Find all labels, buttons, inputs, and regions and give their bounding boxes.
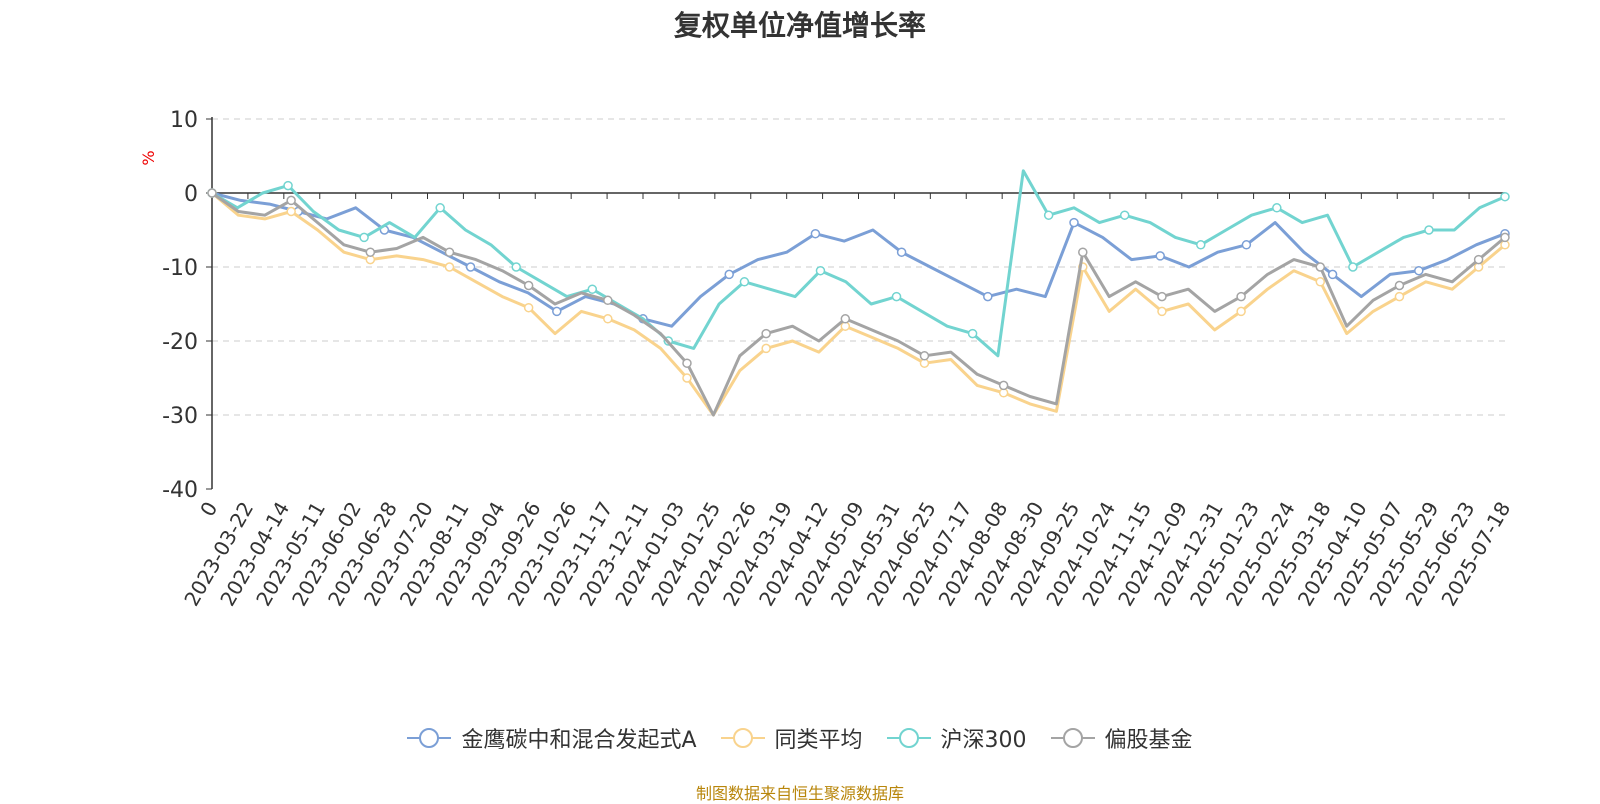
data-point [523, 302, 534, 313]
legend-label: 偏股基金 [1104, 728, 1193, 753]
data-point [365, 247, 376, 257]
data-point [739, 277, 750, 287]
data-point [761, 343, 771, 354]
legend-label: 同类平均 [774, 728, 863, 753]
data-point [1157, 291, 1167, 302]
data-point [1424, 225, 1434, 235]
data-point [761, 328, 771, 339]
chart-legend: 金鹰碳中和混合发起式A 同类平均 沪深300 偏股基金 [0, 722, 1600, 754]
data-point [603, 314, 613, 324]
data-point [840, 314, 851, 324]
data-point [1236, 306, 1246, 317]
series-line-3 [211, 169, 1506, 358]
legend-marker-icon [886, 728, 931, 748]
data-point [891, 291, 902, 302]
data-point [359, 232, 369, 243]
legend-marker-icon [720, 728, 765, 748]
y-tick-label: 0 [184, 182, 198, 207]
data-point [587, 284, 598, 294]
y-tick-label: -10 [162, 256, 198, 281]
data-point [435, 203, 445, 213]
legend-item-fund[interactable]: 金鹰碳中和混合发起式A [407, 722, 697, 754]
data-point [724, 269, 734, 280]
data-point [810, 228, 821, 239]
data-point [1348, 262, 1358, 272]
data-point [1119, 210, 1130, 220]
data-point [1394, 291, 1405, 302]
data-point [552, 306, 562, 317]
series-line-2 [211, 191, 1506, 417]
data-point [603, 295, 613, 306]
data-point [1272, 203, 1282, 213]
data-point [1500, 232, 1510, 243]
data-point [682, 358, 692, 368]
data-point [1157, 306, 1167, 317]
data-point [1155, 251, 1165, 261]
data-point [511, 262, 521, 272]
line-chart: 100-10-20-30-40%02023-03-222023-04-14202… [139, 108, 1515, 610]
data-point [286, 206, 296, 217]
legend-marker-icon [407, 728, 452, 748]
data-point [1315, 277, 1326, 287]
y-tick-label: 10 [170, 108, 198, 133]
data-point [1473, 254, 1484, 265]
y-tick-label: -20 [162, 330, 198, 355]
data-point [523, 280, 534, 291]
data-point [1043, 210, 1054, 220]
chart-title: 复权单位净值增长率 [673, 9, 926, 42]
data-point [1315, 262, 1326, 272]
legend-marker-icon [1050, 728, 1095, 748]
data-point [207, 188, 217, 198]
data-point [983, 291, 993, 302]
data-point [682, 373, 692, 383]
data-point [1069, 217, 1079, 228]
data-source-note: 制图数据来自恒生聚源数据库 [695, 784, 904, 803]
data-point [1327, 269, 1338, 280]
data-point [998, 380, 1009, 391]
data-point [896, 247, 907, 257]
legend-item-peer-average[interactable]: 同类平均 [720, 722, 863, 754]
data-point [1078, 247, 1088, 257]
data-point [1414, 265, 1424, 276]
data-point [444, 247, 455, 257]
y-axis-label: % [139, 150, 158, 165]
data-point [1236, 291, 1246, 302]
data-point [1394, 280, 1405, 291]
legend-item-equity-fund[interactable]: 偏股基金 [1050, 722, 1193, 754]
data-point [444, 262, 455, 272]
data-point [919, 351, 930, 361]
y-tick-label: -40 [162, 478, 198, 503]
y-tick-label: -30 [162, 404, 198, 429]
data-point [1241, 240, 1252, 250]
data-point [815, 265, 826, 276]
legend-item-csi300[interactable]: 沪深300 [886, 722, 1027, 754]
data-point [1500, 191, 1510, 202]
x-tick-label: 0 [195, 498, 222, 521]
data-point [967, 328, 978, 339]
data-point [286, 195, 296, 206]
legend-label: 沪深300 [940, 728, 1027, 753]
series-line-1 [211, 191, 1506, 328]
data-point [465, 262, 476, 272]
legend-label: 金鹰碳中和混合发起式A [461, 728, 697, 753]
data-point [283, 180, 293, 191]
data-point [1196, 240, 1206, 250]
series-line-4 [211, 191, 1506, 417]
